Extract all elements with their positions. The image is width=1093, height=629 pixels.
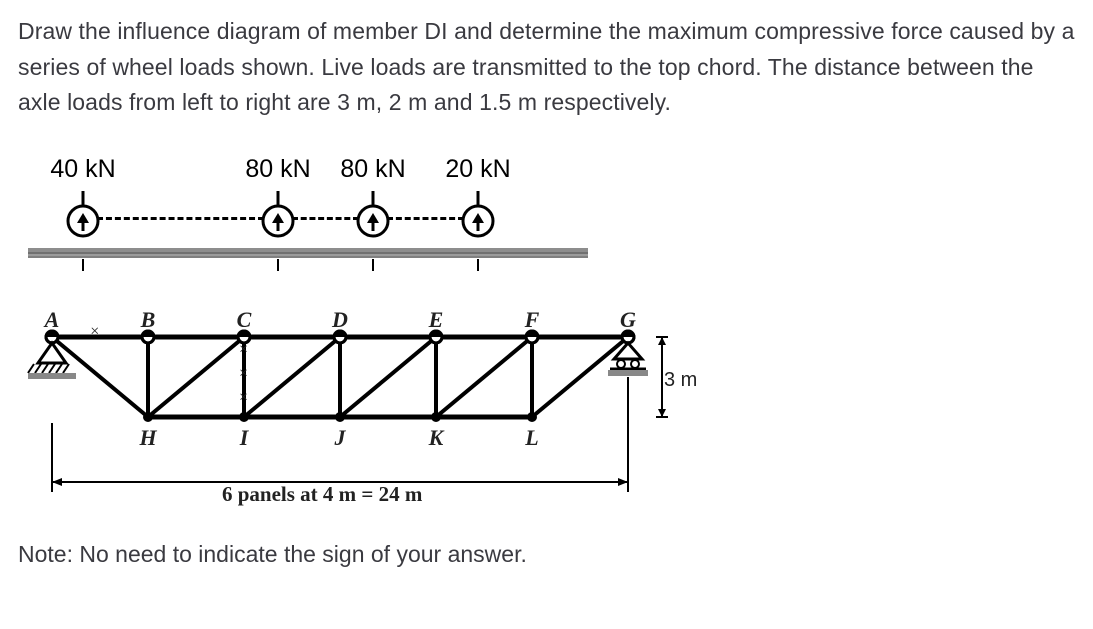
wheel-icon [456,191,500,252]
section-mark-icon: × [239,365,248,383]
bottom-node-label: J [335,425,346,451]
top-node-label: A [45,307,60,333]
note-text: Note: No need to indicate the sign of yo… [18,541,1075,568]
top-node-label: E [429,307,444,333]
track-tick [82,259,84,271]
track-tick [372,259,374,271]
problem-statement: Draw the influence diagram of member DI … [18,14,1075,121]
wheel-icon [351,191,395,252]
wheel-connector [292,217,359,220]
track-tick [277,259,279,271]
wheel-load-label: 80 kN [340,155,405,184]
wheel-icon [256,191,300,252]
section-mark-icon: × [239,389,248,407]
bottom-node-label: L [525,425,538,451]
bottom-node-label: K [429,425,444,451]
bottom-node-label: I [240,425,249,451]
wheel-connector [387,217,464,220]
bottom-node-label: H [139,425,156,451]
wheel-load-label: 40 kN [50,155,115,184]
height-dimension-label: 3 m [664,369,697,392]
track-tick [477,259,479,271]
top-node-label: F [525,307,540,333]
truss-figure: 3 m 6 panels at 4 m = 24 m A B C D E F G H I J K L ×… [32,297,732,507]
panel-dimension-label: 6 panels at 4 m = 24 m [222,482,422,507]
section-mark-icon: × [90,323,99,341]
top-node-label: D [332,307,348,333]
wheel-loads-figure: 40 kN 80 kN 80 kN 20 kN [28,155,588,265]
section-mark-icon: × [239,341,248,359]
wheel-load-label: 80 kN [245,155,310,184]
wheel-icon [61,191,105,252]
top-node-label: G [620,307,636,333]
top-node-label: B [141,307,156,333]
top-node-label: C [237,307,252,333]
load-track [28,248,588,258]
wheel-connector [97,217,264,220]
wheel-load-label: 20 kN [445,155,510,184]
